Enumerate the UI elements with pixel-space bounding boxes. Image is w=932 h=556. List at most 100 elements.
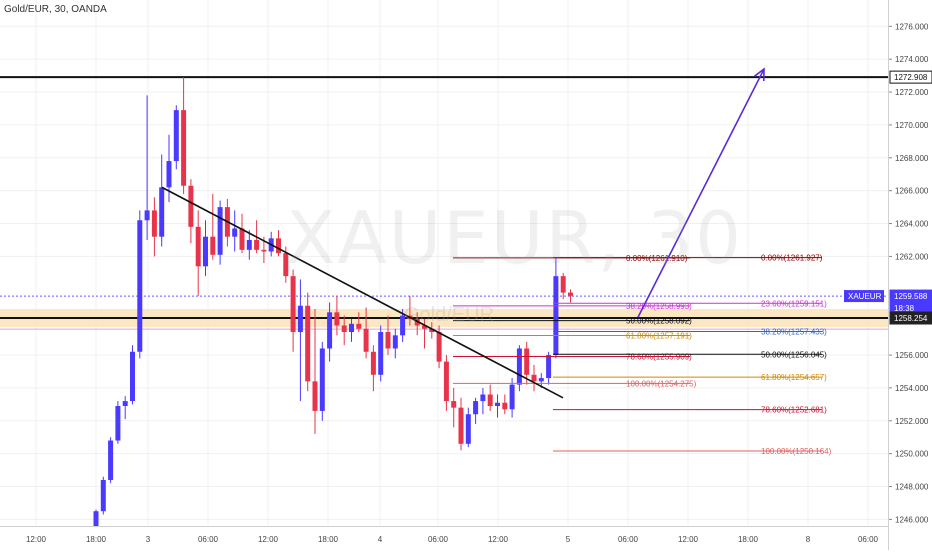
price-tick-label: 1266.000 [895, 187, 929, 196]
candle-body [465, 414, 471, 444]
price-axis[interactable]: 1276.000 1274.000 1272.000 1270.000 1268.000… [888, 0, 932, 550]
candle-body [451, 401, 457, 408]
fib-right-label: 0.00%(1261.927) [761, 254, 823, 263]
candle-body [568, 292, 573, 296]
price-tick-label: 1254.000 [895, 384, 929, 393]
price-tick-label: 1274.000 [895, 55, 929, 64]
candle-body [166, 161, 172, 188]
candle-body [495, 402, 500, 407]
candle-body [341, 325, 347, 333]
time-tick-label: 18:00 [318, 535, 339, 544]
time-tick-label: 06:00 [198, 535, 219, 544]
time-tick-label: 06:00 [858, 535, 879, 544]
fib-left-label: 78.60%(1255.909) [626, 353, 692, 362]
fib-right-label: 50.00%(1256.045) [761, 350, 827, 359]
candle-body [334, 312, 340, 326]
time-tick-label: 5 [566, 535, 571, 544]
price-badge-text: 1258.254 [894, 314, 928, 323]
candle-body [188, 185, 194, 227]
fib-left-label: 100.00%(1254.275) [626, 379, 697, 388]
price-tick-label: 1246.000 [895, 515, 929, 524]
price-tick-label: 1248.000 [895, 483, 929, 492]
time-tick-label: 12:00 [258, 535, 279, 544]
fib-right-label: 23.60%(1259.151) [761, 299, 827, 308]
time-tick-label: 8 [806, 535, 811, 544]
price-badge: 1259.588 [889, 289, 932, 303]
candle-body [305, 305, 311, 382]
price-tick-label: 1262.000 [895, 252, 929, 261]
candle-body [400, 315, 406, 336]
fib-right-label: 100.00%(1250.164) [761, 447, 832, 456]
candle-body [546, 355, 552, 379]
price-tick-label: 1270.000 [895, 121, 929, 130]
candle-body [297, 305, 303, 333]
fib-left-label: 61.80%(1257.191) [626, 331, 692, 340]
candle-body [516, 348, 522, 385]
candle-body [349, 323, 354, 333]
price-badge-bg [889, 70, 932, 84]
candle-body [319, 348, 325, 411]
candle-body [151, 210, 157, 237]
candle-body [203, 236, 208, 267]
time-axis[interactable]: 12:00 18:00 3 06:00 12:00 18:00 4 06:00 12:00 5 06… [0, 526, 888, 551]
candle-body [246, 239, 252, 250]
trendline [161, 186, 564, 399]
price-badge: 1272.908 [889, 70, 932, 84]
projection-arrow-head [753, 67, 765, 82]
watermark-sub: Gold/EUR [404, 304, 495, 326]
time-tick-label: 12:00 [26, 535, 47, 544]
price-tick-label: 1256.000 [895, 351, 929, 360]
candle-body [210, 236, 216, 255]
time-tick-label: 12:00 [678, 535, 699, 544]
price-tick-label: 1272.000 [895, 88, 929, 97]
candle-body [422, 325, 427, 329]
time-tick-label: 4 [378, 535, 383, 544]
candle-body [254, 239, 260, 250]
price-tick-label: 1268.000 [895, 154, 929, 163]
candle-body [108, 440, 114, 480]
fib-right-label: 38.20%(1257.433) [761, 327, 827, 336]
candle-body [524, 348, 530, 375]
candle-body [429, 328, 435, 333]
time-axis-canvas[interactable]: 12:00 18:00 3 06:00 12:00 18:00 4 06:00 12:00 5 06… [0, 527, 888, 551]
candle-body [181, 110, 187, 186]
chart-area[interactable]: 0.00%(1261.910) 38.20%(1258.993) 50.00%(12… [0, 0, 888, 526]
candle-body [115, 406, 121, 441]
price-badge-bg [844, 290, 884, 303]
price-badge: 1258.254 [889, 311, 932, 325]
candle-body [239, 228, 245, 250]
time-tick-label: 18:00 [738, 535, 759, 544]
candle-body [436, 332, 442, 362]
price-badge-text: 1272.908 [894, 73, 928, 82]
price-badge-bg [889, 311, 932, 325]
candle-body [100, 479, 106, 512]
candle-body [93, 511, 99, 526]
symbol-title[interactable]: Gold/EUR, 30, OANDA [4, 4, 107, 15]
time-tick-label: 3 [146, 535, 151, 544]
chart-canvas[interactable]: 0.00%(1261.910) 38.20%(1258.993) 50.00%(12… [0, 0, 888, 526]
candle-body [356, 323, 362, 329]
candle-body [261, 249, 267, 252]
fib-left-label: 50.00%(1258.092) [626, 317, 692, 326]
price-tick-label: 1276.000 [895, 22, 929, 31]
price-badge-text: XAUEUR [848, 292, 882, 301]
candle-body [312, 381, 318, 411]
price-badge-text: 1259.588 [894, 292, 928, 301]
candle-body [480, 394, 486, 402]
candle-body [392, 335, 398, 349]
price-axis-canvas[interactable]: 1276.000 1274.000 1272.000 1270.000 1268.000… [889, 0, 932, 550]
candle-body [159, 187, 165, 237]
candle-body [538, 378, 544, 382]
watermark: XAUEUR, 30 [286, 196, 743, 280]
price-badge-text: 18:38 [894, 304, 915, 313]
fib-left-label: 38.20%(1258.993) [626, 302, 692, 311]
candle-body [443, 361, 449, 402]
candle-body [370, 351, 376, 375]
candle-body [378, 332, 384, 375]
candle-body [276, 238, 281, 254]
time-tick-label: 12:00 [488, 535, 509, 544]
candle-body [130, 351, 135, 402]
candle-body [217, 207, 223, 255]
price-tick-label: 1250.000 [895, 450, 929, 459]
candle-body [458, 407, 464, 444]
